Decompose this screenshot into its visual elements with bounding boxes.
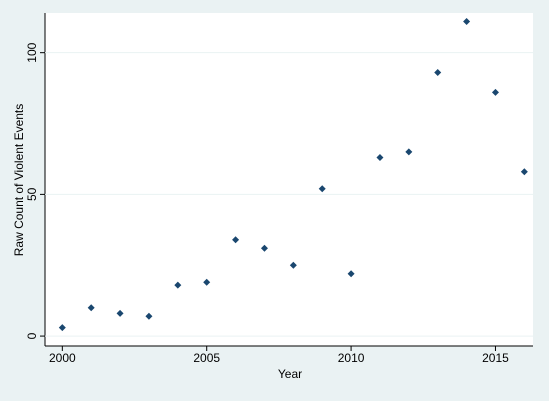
point (174, 281, 182, 289)
point (232, 236, 240, 244)
point (116, 309, 124, 317)
plot-area (45, 13, 533, 346)
point (491, 88, 499, 96)
point (58, 324, 66, 332)
point (376, 154, 384, 162)
y-tick-label: 100 (25, 42, 39, 62)
x-tick-label: 2005 (193, 351, 220, 365)
x-axis-label: Year (278, 367, 302, 381)
y-axis-label: Raw Count of Violent Events (12, 104, 26, 257)
point (87, 304, 95, 312)
point (434, 69, 442, 77)
y-tick-label: 50 (25, 187, 39, 201)
x-tick-label: 2015 (482, 351, 509, 365)
x-tick-label: 2010 (338, 351, 365, 365)
point (520, 168, 528, 176)
point (463, 18, 471, 26)
y-tick-label: 0 (25, 332, 39, 339)
point (405, 148, 413, 156)
point (289, 261, 297, 269)
point (203, 278, 211, 286)
point (347, 270, 355, 278)
x-tick-label: 2000 (49, 351, 76, 365)
point (145, 312, 153, 320)
point (260, 244, 268, 252)
point (318, 185, 326, 193)
